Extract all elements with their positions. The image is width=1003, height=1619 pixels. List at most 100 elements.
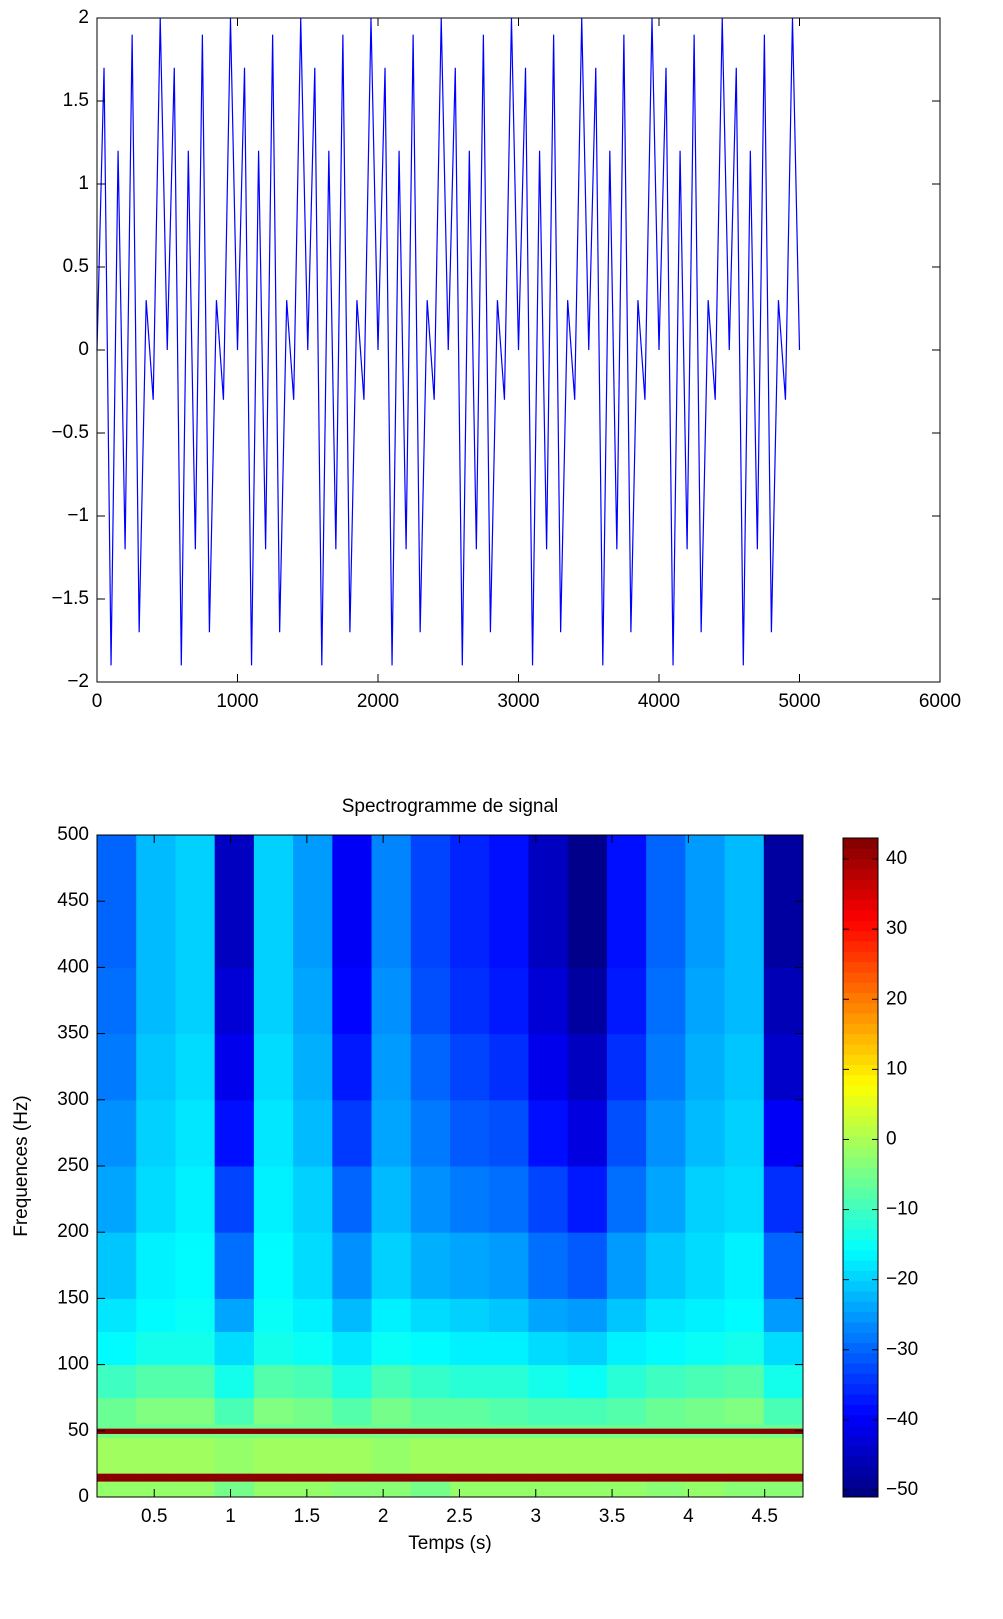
cell [489,1166,529,1233]
cell [450,1437,490,1474]
cell [646,1298,686,1332]
cell [763,1364,804,1399]
cell [136,1433,176,1438]
colorbar-stripe [843,1229,878,1241]
cell [567,1166,608,1233]
cell [528,1481,569,1498]
cell [567,1298,608,1332]
cell [763,1166,804,1233]
cell [293,1428,333,1434]
cell [214,967,255,1035]
cell [763,1033,804,1101]
cell [489,1364,529,1399]
cell [97,1033,137,1101]
colorbar-tick-label: 20 [886,988,907,1009]
cell [763,1232,804,1299]
y-tick-label: −1.5 [51,588,89,609]
y-tick-label: 250 [57,1155,89,1176]
cell [175,1364,216,1399]
cell [646,835,686,902]
cell [606,1481,647,1498]
colorbar-stripe [843,1116,878,1127]
colorbar-stripe [843,1394,878,1405]
cell [293,1232,333,1299]
cell [332,1473,373,1482]
cell [371,1397,412,1425]
colorbar-stripe [843,971,878,983]
colorbar-tick-label: −20 [886,1269,918,1290]
cell [136,1099,176,1167]
cell [724,1364,765,1399]
cell [410,1298,451,1332]
cell [724,1397,765,1425]
cell [646,1364,686,1399]
cell [97,1232,137,1299]
cell [528,901,569,968]
cell [136,1033,176,1101]
cell [293,901,333,968]
colorbar-stripe [843,1455,878,1467]
cell [293,1473,333,1482]
colorbar-stripe [843,868,878,880]
cell [528,1099,569,1167]
cell [763,1428,804,1434]
colorbar-stripe [843,1466,878,1477]
colorbar-tick-label: 40 [886,848,907,869]
cell [489,1033,529,1101]
cell [175,1437,216,1474]
y-tick-label: 300 [57,1089,89,1110]
cell [606,1473,647,1482]
cell [646,967,686,1035]
cell [175,1099,216,1167]
cell [763,1298,804,1332]
cell [567,835,608,902]
cell [371,1481,412,1498]
cell [332,901,373,968]
cell [763,1397,804,1425]
colorbar-stripe [843,1105,878,1117]
cell [214,1397,255,1425]
cell [646,1437,686,1474]
y-tick-label: −2 [67,671,89,692]
colorbar-stripe [843,1404,878,1416]
cell [685,1331,726,1366]
cell [606,1428,647,1434]
cell [450,1433,490,1438]
colorbar-tick-label: 0 [886,1128,897,1149]
cell [253,1033,294,1101]
cell [410,1437,451,1474]
cell [410,1364,451,1399]
cell [450,1428,490,1434]
x-tick-label: 4.5 [751,1506,777,1527]
cell [371,1166,412,1233]
cell [253,1428,294,1434]
cell [253,901,294,968]
cell [136,1364,176,1399]
cell [97,1331,137,1366]
colorbar-stripe [843,1321,878,1333]
colorbar-stripe [843,910,878,921]
cell [489,901,529,968]
x-tick-label: 4 [683,1506,694,1527]
cell [97,1424,137,1429]
cell [371,1433,412,1438]
cell [646,1232,686,1299]
cell [175,1424,216,1429]
cell [253,1166,294,1233]
cell [450,1033,490,1101]
cell [371,901,412,968]
cell [410,1033,451,1101]
y-tick-label: −0.5 [51,422,89,443]
colorbar-box [842,837,879,1498]
y-tick-label: 500 [57,824,89,845]
cell [293,1424,333,1429]
cell [724,1298,765,1332]
cell [567,1437,608,1474]
cell [332,835,373,902]
cell [293,1033,333,1101]
cell [646,1033,686,1101]
cell [253,1481,294,1498]
x-tick-label: 1 [225,1506,236,1527]
cell [606,1099,647,1167]
